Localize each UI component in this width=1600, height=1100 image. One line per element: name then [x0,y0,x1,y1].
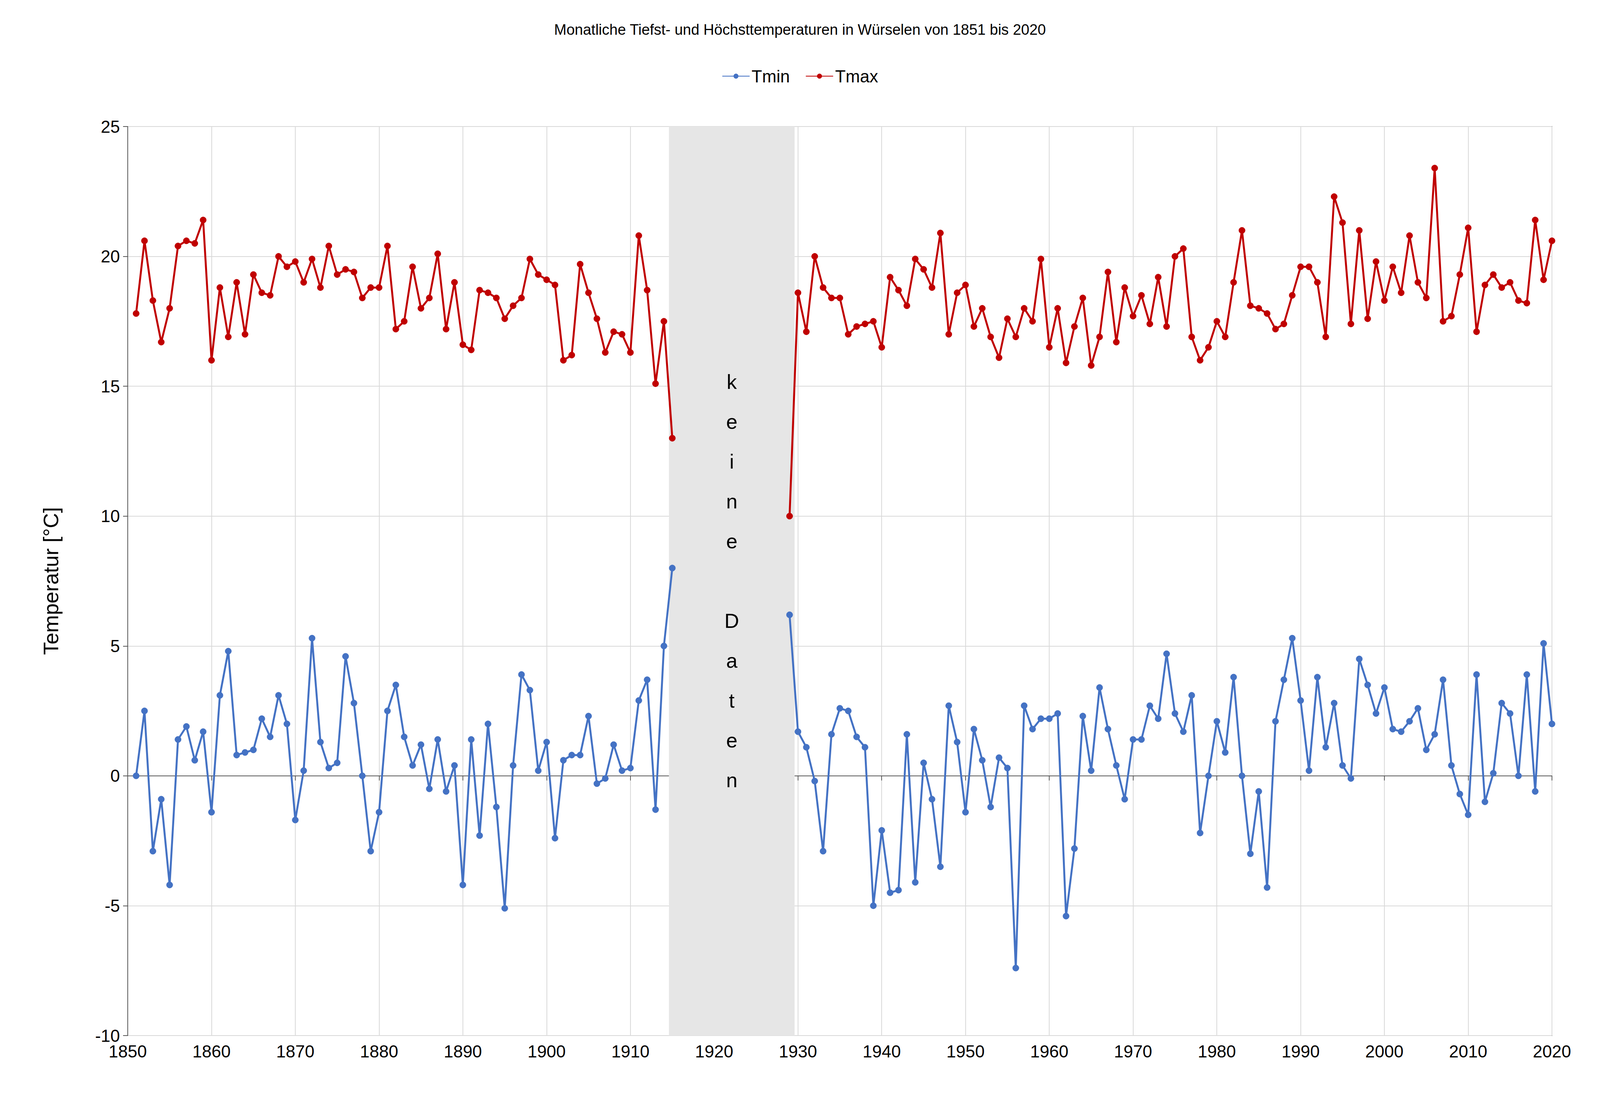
svg-text:1880: 1880 [359,1042,399,1062]
svg-text:2000: 2000 [1365,1042,1404,1062]
svg-text:1930: 1930 [778,1042,818,1062]
svg-text:1990: 1990 [1281,1042,1320,1062]
svg-text:0: 0 [110,766,120,786]
svg-text:i: i [729,450,735,474]
svg-text:1900: 1900 [527,1042,566,1062]
svg-text:D: D [724,609,740,633]
svg-text:20: 20 [100,246,120,267]
svg-text:1960: 1960 [1030,1042,1069,1062]
svg-text:15: 15 [100,376,120,397]
svg-text:10: 10 [100,506,120,526]
svg-text:Tmax: Tmax [835,66,879,86]
svg-text:2020: 2020 [1532,1042,1572,1062]
svg-text:e: e [726,530,738,553]
svg-text:Temperatur [°C]: Temperatur [°C] [39,507,63,656]
svg-text:1850: 1850 [108,1042,147,1062]
svg-text:5: 5 [110,636,120,656]
svg-text:1910: 1910 [611,1042,650,1062]
svg-text:k: k [726,370,738,394]
svg-text:e: e [726,729,738,752]
svg-text:t: t [728,689,735,713]
svg-text:-5: -5 [104,896,120,916]
svg-text:-10: -10 [95,1026,120,1046]
svg-text:Monatliche Tiefst- und Höchstt: Monatliche Tiefst- und Höchsttemperature… [554,21,1047,38]
svg-text:a: a [726,649,738,673]
svg-text:n: n [726,769,738,792]
svg-text:Tmin: Tmin [751,66,790,86]
svg-text:1870: 1870 [276,1042,315,1062]
svg-text:1860: 1860 [192,1042,231,1062]
svg-text:25: 25 [100,117,120,137]
svg-text:n: n [726,490,738,513]
svg-text:1920: 1920 [694,1042,734,1062]
svg-text:1970: 1970 [1114,1042,1153,1062]
svg-text:e: e [726,410,738,434]
svg-text:1980: 1980 [1197,1042,1236,1062]
svg-text:2010: 2010 [1449,1042,1488,1062]
svg-text:1940: 1940 [862,1042,901,1062]
svg-text:1950: 1950 [946,1042,985,1062]
svg-text:1890: 1890 [443,1042,483,1062]
